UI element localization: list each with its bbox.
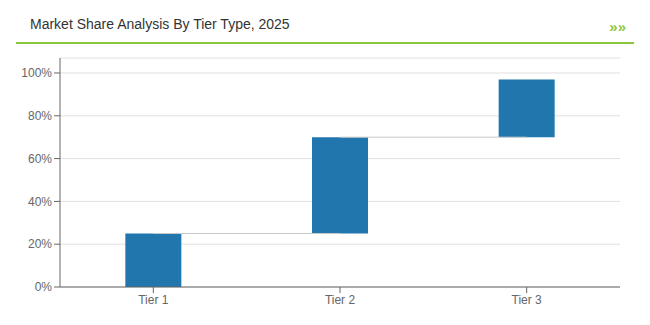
svg-text:40%: 40%	[28, 195, 52, 209]
svg-text:20%: 20%	[28, 237, 52, 251]
svg-text:100%: 100%	[21, 66, 52, 80]
html-text:Market Share Analysis By Tier: Market Share Analysis By Tier Type, 2025	[30, 16, 290, 32]
svg-text:Tier 3: Tier 3	[512, 293, 543, 307]
svg-text:Tier 2: Tier 2	[325, 293, 356, 307]
svg-text:0%: 0%	[35, 280, 53, 294]
svg-text:80%: 80%	[28, 109, 52, 123]
svg-text:60%: 60%	[28, 152, 52, 166]
svg-text:Tier 1: Tier 1	[138, 293, 169, 307]
